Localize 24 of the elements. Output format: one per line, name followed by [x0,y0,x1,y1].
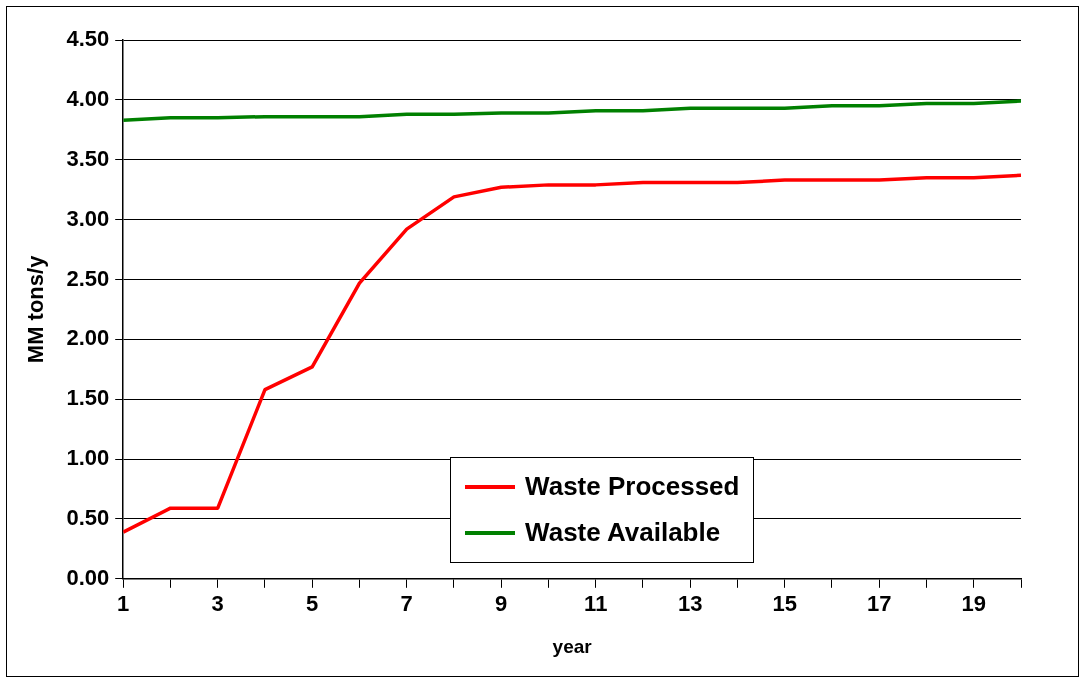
x-axis-title: year [552,635,593,657]
y-tick-label: 0.50 [66,505,110,530]
y-tick-label: 4.00 [66,85,110,111]
x-tick-label: 5 [306,591,319,617]
legend-label: Waste Available [525,517,721,549]
y-tick-label: 3.00 [66,205,110,231]
x-tick-label: 13 [678,591,703,617]
x-tick-label: 3 [211,591,224,617]
x-tick-label: 19 [961,591,986,617]
x-tick-label: 15 [772,591,797,617]
y-tick-label: 1.00 [66,445,110,471]
y-tick-label: 4.50 [66,26,110,52]
y-tick-label: 3.50 [66,145,110,171]
x-tick-label: 9 [495,591,508,617]
y-tick-label: 0.00 [66,564,110,590]
x-tick-label: 7 [400,591,413,617]
y-tick-label: 1.50 [66,385,110,411]
x-tick-label: 1 [117,591,130,617]
y-axis-title: MM tons/y [23,254,49,364]
legend-label: Waste Processed [525,471,740,503]
y-tick-label: 2.00 [66,325,110,351]
x-tick-label: 11 [584,591,608,617]
y-tick-label: 2.50 [66,265,110,291]
x-tick-label: 17 [867,591,892,617]
